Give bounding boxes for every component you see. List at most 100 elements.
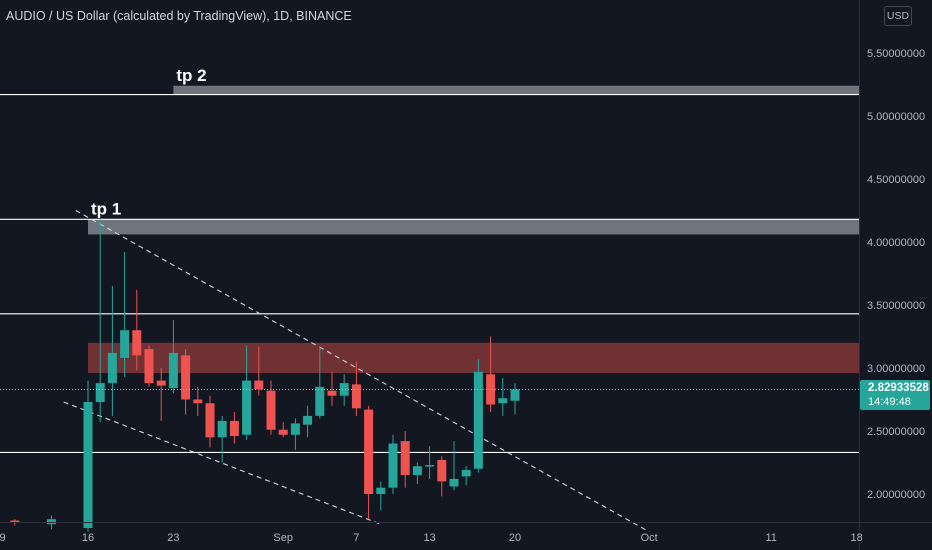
candle-2021-09-11: [400, 431, 410, 488]
y-tick-label: 5.00000000: [867, 111, 925, 123]
candle-2021-09-12: [412, 462, 422, 484]
candle-body: [120, 330, 130, 358]
candle-2021-09-15: [449, 441, 459, 491]
x-tick-label: 9: [0, 532, 6, 544]
candle-body: [425, 465, 435, 467]
candle-body: [498, 398, 508, 404]
candle-countdown: 14:49:48: [868, 396, 911, 408]
candle-2021-09-06: [339, 374, 349, 406]
candle-body: [266, 390, 276, 430]
trendline-1: [75, 210, 650, 533]
y-tick-label: 2.00000000: [867, 489, 925, 501]
candle-2021-09-09: [376, 481, 386, 511]
candle-2021-08-16: [83, 380, 93, 532]
candle-2021-08-22: [156, 368, 166, 421]
candle-2021-08-20: [132, 289, 142, 371]
candle-2021-09-04: [315, 346, 325, 419]
zone-2: [88, 219, 859, 235]
y-tick-label: 2.50000000: [867, 426, 925, 438]
candle-2021-09-17: [473, 359, 483, 473]
candle-2021-08-31: [266, 380, 276, 435]
x-tick-label: 13: [423, 532, 435, 544]
candle-2021-08-21: [144, 345, 154, 387]
candle-2021-08-30: [254, 346, 264, 396]
x-tick-label: 7: [353, 532, 359, 544]
x-tick-label: 23: [167, 532, 179, 544]
zone-1: [173, 85, 859, 95]
candle-body: [473, 371, 483, 469]
x-tick-label: 16: [82, 532, 94, 544]
zone-labels-layer: tp 2 tp 1: [91, 66, 207, 219]
candle-body: [278, 429, 288, 435]
candle-body: [132, 330, 142, 356]
y-tick-label: 3.50000000: [867, 300, 925, 312]
levels-layer: [0, 93, 859, 454]
candle-body: [168, 352, 178, 389]
candle-body: [83, 402, 93, 529]
candle-body: [376, 487, 386, 494]
y-tick-label: 4.50000000: [867, 174, 925, 186]
candle-body: [461, 470, 471, 477]
chart-title: AUDIO / US Dollar (calculated by Trading…: [6, 9, 352, 23]
candle-2021-08-17: [95, 219, 105, 423]
candle-body: [10, 520, 20, 522]
candle-2021-09-13: [425, 446, 435, 479]
candle-2021-09-16: [461, 466, 471, 486]
candle-body: [486, 374, 496, 405]
candle-2021-08-28: [229, 412, 239, 444]
candle-body: [412, 466, 422, 476]
candle-2021-09-14: [437, 456, 447, 497]
candle-body: [205, 403, 215, 438]
candle-body: [400, 441, 410, 476]
candle-2021-09-10: [388, 434, 398, 494]
zone-label-1: tp 2: [176, 66, 206, 85]
candle-2021-08-19: [120, 252, 130, 377]
candle-body: [181, 355, 191, 400]
candle-body: [46, 519, 56, 525]
candle-2021-08-18: [107, 286, 117, 416]
candle-body: [449, 478, 459, 487]
candle-body: [351, 384, 361, 409]
last-price-value: 2.82933528: [868, 382, 929, 394]
candle-body: [107, 352, 117, 384]
candle-body: [144, 349, 154, 384]
candle-body: [437, 459, 447, 482]
candle-2021-09-05: [327, 371, 337, 406]
candle-body: [510, 389, 520, 401]
candle-body: [242, 380, 252, 435]
candle-2021-09-20: [510, 383, 520, 415]
candle-body: [388, 443, 398, 488]
y-tick-label: 3.00000000: [867, 363, 925, 375]
candle-2021-09-02: [290, 418, 300, 450]
x-tick-label: Oct: [641, 532, 658, 544]
candle-2021-08-27: [217, 415, 227, 463]
candle-body: [156, 380, 166, 386]
candle-body: [229, 420, 239, 437]
candle-2021-09-03: [303, 405, 313, 438]
zones-layer: [88, 85, 859, 374]
trendlines-layer: [63, 210, 650, 533]
candle-body: [217, 420, 227, 438]
y-tick-label: 5.50000000: [867, 48, 925, 60]
candle-2021-08-29: [242, 345, 252, 440]
candle-body: [303, 415, 313, 425]
candles-layer: [10, 219, 520, 532]
candle-2021-08-23: [168, 320, 178, 394]
candle-2021-09-08: [364, 405, 374, 520]
zone-label-2: tp 1: [91, 199, 121, 218]
y-tick-label: 4.00000000: [867, 237, 925, 249]
x-tick-label: 11: [765, 532, 776, 544]
candle-body: [339, 383, 349, 396]
x-tick-label: Sep: [273, 532, 293, 544]
candle-2021-08-24: [181, 349, 191, 415]
candle-2021-09-19: [498, 378, 508, 416]
time-axis[interactable]: 9 16 23 Sep 7 13 20 Oct 11 18: [0, 522, 932, 545]
price-axis[interactable]: 5.50000000 5.00000000 4.50000000 4.00000000…: [859, 0, 926, 550]
x-tick-label: 18: [850, 532, 862, 544]
candle-2021-09-01: [278, 422, 288, 438]
candle-2021-08-26: [205, 395, 215, 448]
candle-body: [193, 399, 203, 404]
candle-2021-08-25: [193, 386, 203, 416]
currency-button[interactable]: USD: [884, 6, 912, 26]
